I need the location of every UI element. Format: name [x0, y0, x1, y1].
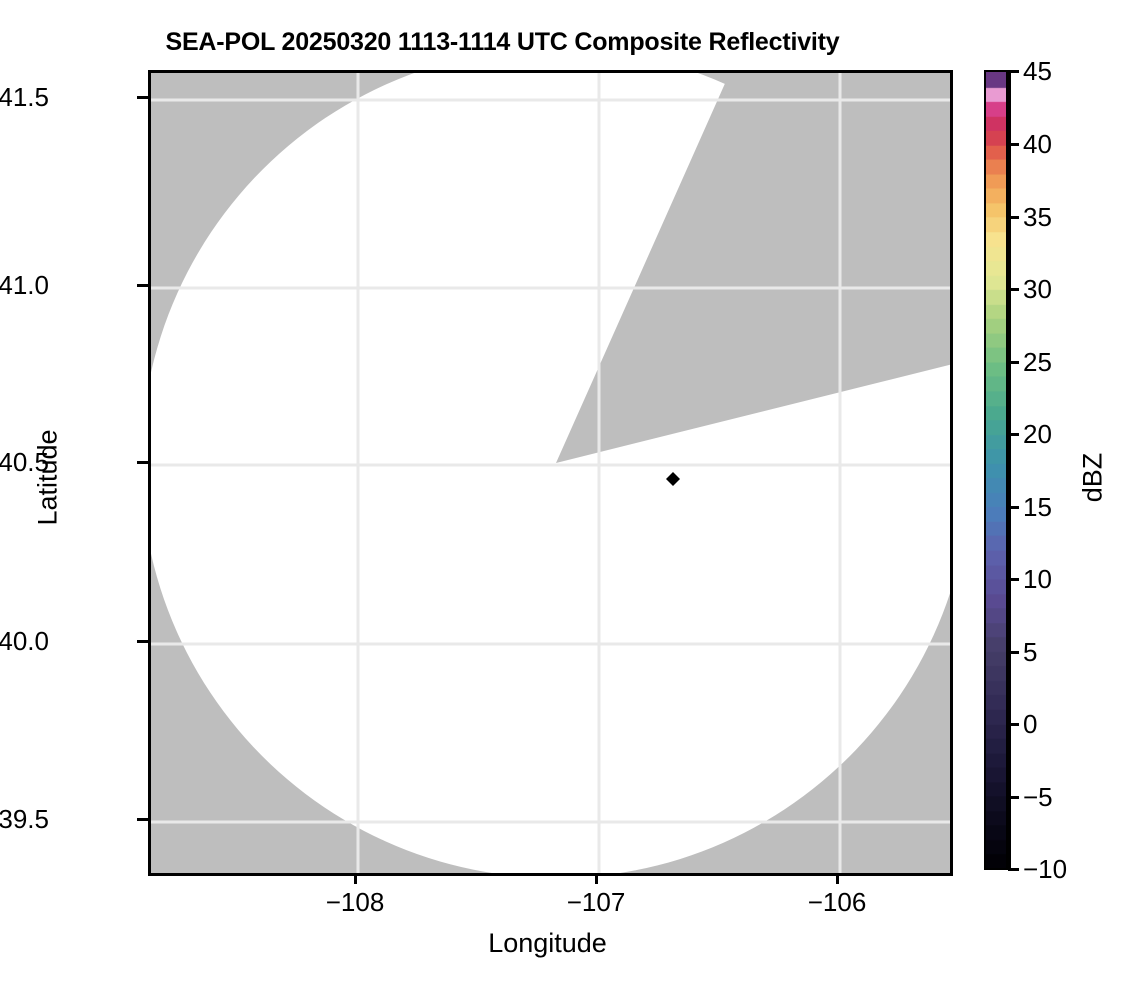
colorbar-tick-mark [1008, 433, 1019, 436]
x-axis-tick-mark [595, 873, 598, 884]
y-axis-tick-label: 40.5 [0, 447, 49, 477]
y-axis-tick-label: 39.5 [0, 804, 49, 834]
y-axis-tick-label: 40.0 [0, 626, 49, 656]
colorbar-tick-label: 15 [1023, 492, 1052, 522]
colorbar[interactable] [984, 70, 1008, 870]
x-axis-tick-mark [354, 873, 357, 884]
colorbar-tick-mark [1008, 723, 1019, 726]
colorbar-title: dBZ [1077, 452, 1108, 503]
colorbar-tick-mark [1008, 288, 1019, 291]
colorbar-tick-label: 45 [1023, 56, 1052, 86]
colorbar-tick-label: 20 [1023, 419, 1052, 449]
colorbar-tick-label: 35 [1023, 202, 1052, 232]
y-axis-tick-mark [137, 818, 148, 821]
x-axis-tick-label: −108 [325, 887, 385, 917]
colorbar-tick-mark [1008, 868, 1019, 871]
y-axis-tick-label: 41.5 [0, 82, 49, 112]
colorbar-tick-mark [1008, 506, 1019, 509]
x-axis-title: Longitude [488, 928, 607, 958]
colorbar-tick-mark [1008, 796, 1019, 799]
colorbar-tick-label: −5 [1023, 782, 1053, 812]
page-title: SEA-POL 20250320 1113-1114 UTC Composite… [165, 28, 840, 56]
colorbar-tick-label: −10 [1023, 854, 1068, 884]
colorbar-tick-mark [1008, 578, 1019, 581]
map-panel-inner [151, 73, 950, 873]
colorbar-axis-line [1008, 70, 1011, 870]
colorbar-gradient [984, 70, 1008, 870]
colorbar-tick-label: 10 [1023, 564, 1052, 594]
y-axis-tick-label: 41.0 [0, 270, 49, 300]
colorbar-tick-mark [1008, 651, 1019, 654]
x-axis-tick-label: −106 [807, 887, 867, 917]
colorbar-tick-mark [1008, 70, 1019, 73]
colorbar-tick-mark [1008, 361, 1019, 364]
colorbar-tick-mark [1008, 143, 1019, 146]
x-axis-tick-label: −107 [566, 887, 626, 917]
colorbar-tick-label: 25 [1023, 347, 1052, 377]
y-axis-tick-mark [137, 640, 148, 643]
colorbar-tick-label: 5 [1023, 637, 1038, 667]
y-axis-tick-mark [137, 96, 148, 99]
colorbar-tick-label: 40 [1023, 129, 1052, 159]
colorbar-tick-mark [1008, 216, 1019, 219]
radar-site-marker-icon [666, 472, 680, 486]
colorbar-tick-label: 30 [1023, 274, 1052, 304]
radar-coverage-area [151, 73, 950, 873]
gridlines [151, 73, 950, 873]
radar-coverage-plot [151, 73, 950, 873]
y-axis-tick-mark [137, 284, 148, 287]
colorbar-tick-label: 0 [1023, 709, 1038, 739]
map-panel[interactable] [148, 70, 953, 876]
y-axis-tick-mark [137, 461, 148, 464]
x-axis-tick-mark [836, 873, 839, 884]
y-axis-title: Latitude [32, 429, 63, 526]
